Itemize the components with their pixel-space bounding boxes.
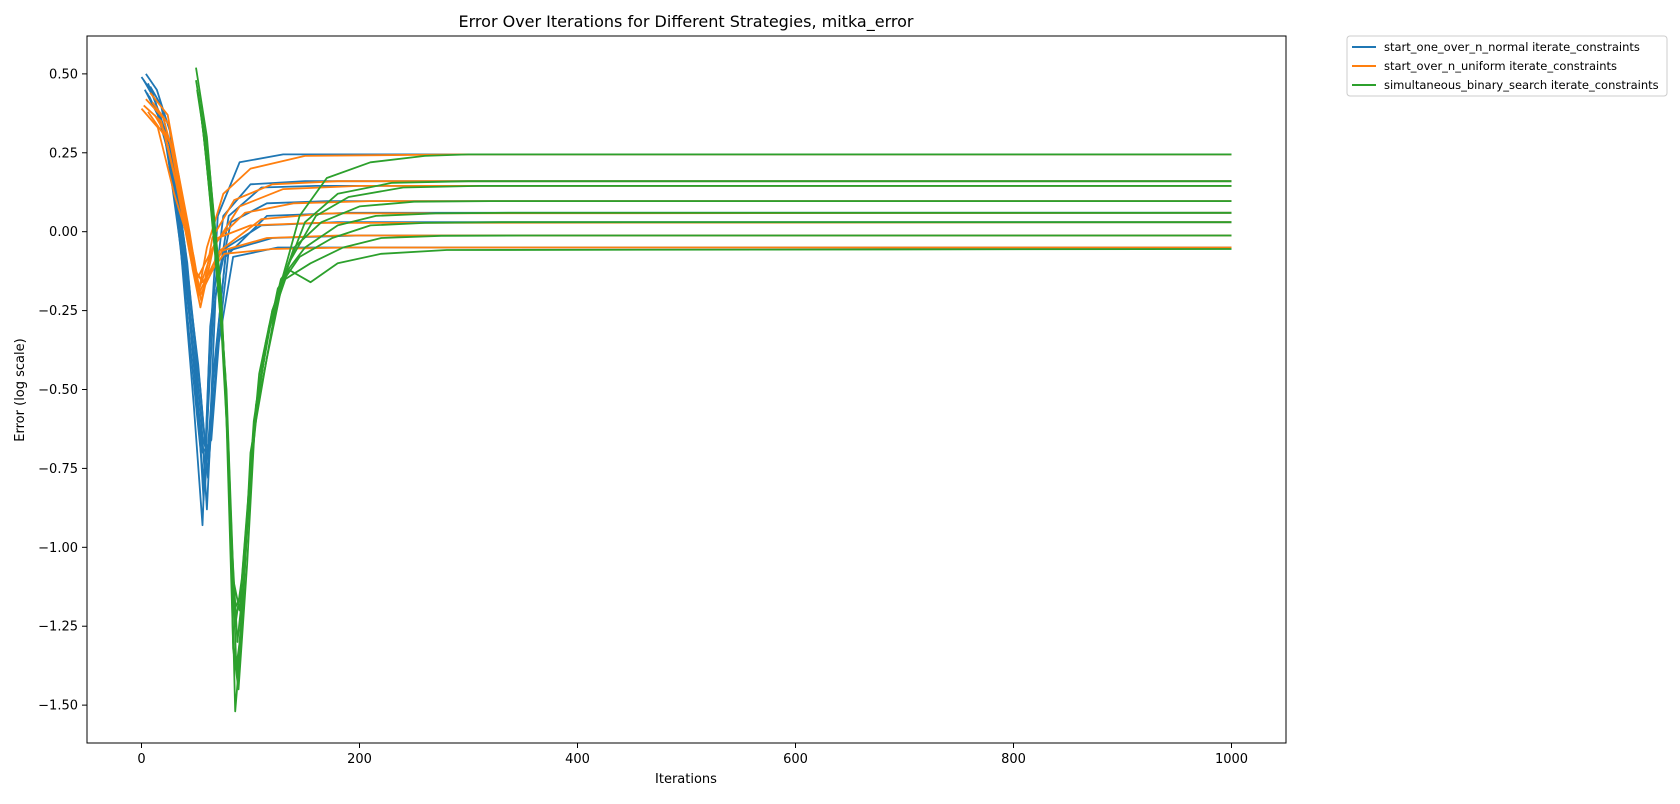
legend-frame — [1346, 35, 1668, 97]
y-tick-label: 0.50 — [49, 67, 78, 82]
series-1-line — [149, 86, 1232, 511]
series-1-line — [142, 79, 1232, 527]
y-tick-label: −1.25 — [38, 620, 78, 635]
series-3-line — [201, 118, 1232, 628]
y-tick-label: −1.50 — [38, 699, 78, 714]
y-tick-label: −0.25 — [38, 304, 78, 319]
x-tick-label: 400 — [565, 752, 590, 767]
x-tick-label: 0 — [137, 752, 145, 767]
y-tick-label: 0.00 — [49, 225, 78, 240]
series-1-line — [147, 82, 1232, 479]
series-3-line — [197, 92, 1232, 669]
x-axis-label: Iterations — [655, 772, 717, 787]
series-1-line — [144, 89, 1232, 492]
plot-area — [140, 67, 1232, 713]
series-3-line — [195, 67, 1232, 675]
series-2-line — [140, 108, 1232, 296]
series-1-line — [140, 76, 1232, 501]
legend: start_one_over_n_normal iterate_constrai… — [1346, 35, 1668, 97]
legend-label: start_over_n_uniform iterate_constraints — [1384, 59, 1617, 73]
series-1-line — [145, 73, 1232, 454]
y-tick-label: −0.50 — [38, 383, 78, 398]
series-1-line — [148, 95, 1232, 454]
series-3-line — [196, 89, 1232, 691]
series-2-line — [147, 111, 1232, 290]
y-tick-label: −0.75 — [38, 462, 78, 477]
x-tick-label: 1000 — [1215, 752, 1248, 767]
y-tick-label: 0.25 — [49, 146, 78, 161]
legend-label: simultaneous_binary_search iterate_const… — [1384, 78, 1659, 92]
series-2-line — [156, 117, 1232, 284]
x-tick-label: 600 — [783, 752, 808, 767]
legend-label: start_one_over_n_normal iterate_constrai… — [1384, 40, 1640, 54]
series-3-line — [195, 80, 1232, 713]
y-axis-label: Error (log scale) — [13, 338, 28, 441]
series-1-line — [146, 92, 1232, 460]
x-tick-label: 200 — [347, 752, 372, 767]
x-tick-label: 800 — [1001, 752, 1026, 767]
x-axis: 0 200 400 600 800 1000 — [137, 743, 1248, 767]
plot-frame — [86, 35, 1287, 744]
chart-title: Error Over Iterations for Different Stra… — [459, 12, 914, 32]
series-2-line — [153, 114, 1232, 296]
series-2-line — [151, 101, 1232, 296]
y-axis: 0.50 0.25 0.00 −0.25 −0.50 −0.75 −1.00 −1.25 −1.… — [38, 67, 87, 714]
y-tick-label: −1.00 — [38, 541, 78, 556]
